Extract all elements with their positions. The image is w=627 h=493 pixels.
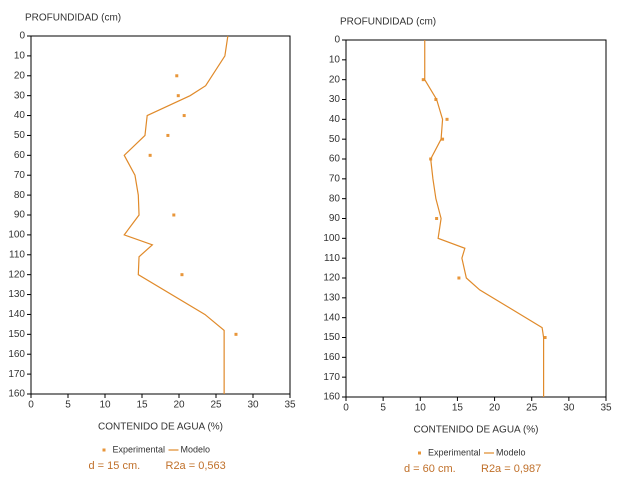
y-tick-label: 170	[8, 369, 25, 380]
y-tick-label: 160	[8, 349, 25, 360]
legend-label: Modelo	[181, 444, 211, 454]
y-tick-label: 20	[329, 74, 341, 85]
y-tick-label: 110	[324, 253, 340, 264]
legend-label: Experimental	[113, 444, 166, 454]
y-tick-label: 100	[323, 233, 340, 244]
y-axis-title: PROFUNDIDAD (cm)	[25, 13, 121, 24]
x-tick-label: 0	[28, 400, 34, 411]
y-tick-label: 120	[8, 269, 25, 280]
model-line	[123, 35, 229, 394]
experimental-point	[434, 98, 438, 101]
y-tick-label: 0	[334, 35, 340, 46]
y-tick-label: 140	[8, 309, 25, 320]
experimental-point	[543, 336, 547, 339]
y-tick-label: 150	[8, 329, 25, 340]
legend-point	[102, 448, 106, 452]
y-tick-label: 40	[14, 110, 26, 121]
experimental-point	[234, 332, 238, 336]
experimental-point	[182, 114, 186, 118]
y-tick-label: 30	[14, 90, 26, 101]
legend-label: Modelo	[496, 447, 526, 457]
experimental-point	[172, 213, 176, 217]
fit-label: R2a = 0,563	[166, 460, 226, 472]
x-tick-label: 30	[563, 403, 575, 414]
x-axis-title: CONTENIDO DE AGUA (%)	[413, 425, 538, 436]
y-tick-label: 120	[323, 273, 340, 284]
x-tick-label: 5	[380, 403, 386, 414]
legend-label: Experimental	[428, 447, 481, 457]
y-tick-label: 160	[323, 392, 340, 403]
y-tick-label: 160	[323, 352, 340, 363]
experimental-point	[457, 276, 461, 280]
y-tick-label: 150	[323, 332, 340, 343]
y-tick-label: 90	[329, 213, 341, 224]
y-tick-label: 70	[329, 173, 341, 184]
y-tick-label: 80	[14, 190, 26, 201]
x-tick-label: 25	[526, 403, 538, 414]
x-tick-label: 35	[284, 400, 296, 411]
experimental-point	[421, 78, 425, 82]
y-tick-label: 90	[14, 210, 26, 221]
experimental-point	[148, 153, 152, 157]
x-tick-label: 0	[343, 403, 349, 414]
y-tick-label: 20	[14, 70, 26, 81]
y-tick-label: 10	[329, 54, 341, 65]
y-tick-label: 170	[323, 372, 340, 383]
y-tick-label: 50	[329, 134, 341, 145]
x-tick-label: 20	[173, 400, 185, 411]
x-tick-label: 15	[452, 403, 464, 414]
model-line	[424, 40, 545, 397]
y-tick-label: 140	[323, 312, 340, 323]
x-tick-label: 30	[247, 400, 259, 411]
experimental-point	[441, 137, 445, 141]
y-tick-label: 110	[9, 249, 25, 260]
y-tick-label: 50	[14, 130, 26, 141]
x-axis-title: CONTENIDO DE AGUA (%)	[98, 422, 223, 433]
experimental-point	[176, 94, 180, 98]
y-tick-label: 60	[14, 150, 26, 161]
y-tick-label: 40	[329, 114, 341, 125]
x-tick-label: 15	[136, 400, 148, 411]
plot-frame	[30, 35, 291, 395]
x-tick-label: 25	[210, 400, 222, 411]
experimental-point	[175, 74, 179, 78]
y-tick-label: 80	[329, 193, 341, 204]
y-tick-label: 160	[8, 389, 25, 400]
experimental-point	[166, 133, 170, 137]
experimental-point	[435, 217, 439, 220]
experimental-point	[445, 117, 449, 121]
plot-frame	[345, 39, 607, 398]
y-tick-label: 100	[8, 230, 25, 241]
experimental-point	[180, 273, 184, 277]
x-tick-label: 10	[415, 403, 427, 414]
x-tick-label: 5	[65, 400, 71, 411]
caption: d = 15 cm.	[89, 460, 141, 472]
y-tick-label: 10	[14, 51, 26, 62]
x-tick-label: 35	[600, 403, 612, 414]
y-tick-label: 70	[14, 170, 26, 181]
y-tick-label: 130	[8, 289, 25, 300]
y-tick-label: 130	[323, 292, 340, 303]
y-axis-title: PROFUNDIDAD (cm)	[340, 17, 436, 28]
x-tick-label: 10	[99, 400, 111, 411]
y-tick-label: 0	[19, 31, 25, 42]
fit-label: R2a = 0,987	[481, 463, 541, 475]
y-tick-label: 30	[329, 94, 341, 105]
x-tick-label: 20	[489, 403, 501, 414]
caption: d = 60 cm.	[404, 463, 456, 475]
legend-point	[418, 451, 421, 455]
y-tick-label: 60	[329, 154, 341, 165]
